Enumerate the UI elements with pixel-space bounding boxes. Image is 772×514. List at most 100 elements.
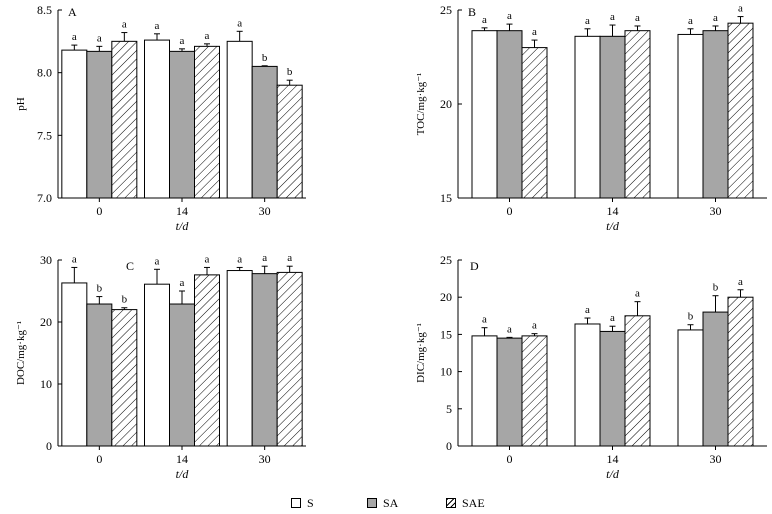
- significance-letter: a: [532, 320, 537, 332]
- x-axis-label: t/d: [176, 219, 190, 233]
- x-tick-label: 30: [259, 452, 271, 466]
- significance-letter: a: [507, 323, 512, 335]
- y-axis-label: DOC/mg·kg⁻¹: [15, 321, 27, 385]
- panel-letter: C: [126, 259, 134, 273]
- panel-letter: B: [468, 5, 476, 19]
- y-tick-label: 5: [446, 402, 452, 416]
- legend-item-s: S: [291, 494, 314, 512]
- bar-sa: [496, 30, 523, 199]
- bar-s: [226, 40, 253, 199]
- y-tick-label: 7.5: [37, 128, 52, 142]
- bar-s: [61, 49, 88, 199]
- significance-letter: a: [72, 253, 77, 265]
- bar-sa: [702, 311, 729, 447]
- bar-sa: [169, 50, 195, 199]
- legend-swatch-sae: [446, 498, 456, 508]
- significance-letter: a: [635, 288, 640, 300]
- legend-label-sae: SAE: [462, 495, 485, 510]
- x-tick-label: 0: [96, 452, 102, 466]
- bar-sae: [276, 84, 303, 199]
- panel-letter: D: [470, 259, 479, 273]
- legend: S SA SAE: [0, 494, 772, 512]
- x-tick-label: 14: [607, 452, 619, 466]
- y-tick-label: 0: [446, 439, 452, 453]
- significance-letter: b: [713, 282, 719, 294]
- bar-s: [677, 329, 704, 447]
- legend-item-sa: SA: [367, 494, 398, 512]
- significance-letter: b: [688, 311, 694, 323]
- bar-sa: [599, 35, 626, 199]
- significance-letter: a: [482, 14, 487, 26]
- bar-sae: [624, 30, 651, 199]
- legend-item-sae: SAE: [446, 494, 485, 512]
- significance-letter: a: [507, 10, 512, 22]
- significance-letter: a: [585, 304, 590, 316]
- x-axis-label-c: t/d: [176, 467, 190, 481]
- bar-s: [574, 35, 601, 199]
- significance-letter: a: [532, 26, 537, 38]
- bar-s: [144, 283, 170, 447]
- y-tick-label: 30: [40, 253, 52, 267]
- y-tick-label: 25: [440, 3, 452, 17]
- significance-letter: a: [610, 312, 615, 324]
- bar-sae: [521, 47, 548, 199]
- y-tick-label: 20: [440, 290, 452, 304]
- x-tick-label: 30: [259, 204, 271, 218]
- panel-c: 0 10 20 30 DOC/mg·kg⁻¹ C 0 a b b 14 a a a 30 a a a: [15, 252, 306, 466]
- x-tick-label: 30: [710, 452, 722, 466]
- bar-sae: [727, 22, 754, 199]
- bar-sa: [86, 50, 113, 199]
- bar-s: [144, 39, 170, 199]
- significance-letter: a: [610, 11, 615, 23]
- legend-label-s: S: [307, 495, 314, 510]
- bar-sa: [599, 330, 626, 447]
- significance-letter: a: [122, 19, 127, 31]
- panel-a: 7.0 7.5 8.0 8.5 pH A 0 a a a 14 a a a 30 a b b t/d: [15, 3, 306, 233]
- bar-sa: [702, 30, 729, 199]
- y-tick-label: 8.0: [37, 66, 52, 80]
- significance-letter: b: [97, 283, 103, 295]
- significance-letter: a: [180, 35, 185, 47]
- bar-s: [471, 335, 498, 447]
- bar-s: [574, 323, 601, 447]
- bar-sae: [111, 309, 138, 447]
- bar-s: [61, 282, 88, 447]
- bar-s: [677, 33, 704, 199]
- significance-letter: a: [738, 3, 743, 15]
- significance-letter: a: [155, 20, 160, 32]
- significance-letter: a: [287, 252, 292, 264]
- significance-letter: a: [237, 17, 242, 29]
- x-axis-label: t/d: [606, 219, 620, 233]
- legend-swatch-s: [291, 498, 301, 508]
- bar-sae: [624, 315, 651, 447]
- panel-d: 0 5 10 15 20 25 DIC/mg·kg⁻¹ D 0 a a a 14 a a a 30 b b a t/d: [415, 253, 767, 481]
- y-tick-label: 15: [440, 191, 452, 205]
- y-tick-label: 10: [440, 365, 452, 379]
- bar-sa: [496, 337, 523, 447]
- y-tick-label: 25: [440, 253, 452, 267]
- x-tick-label: 14: [607, 204, 619, 218]
- significance-letter: b: [122, 294, 128, 306]
- y-axis-label: pH: [15, 97, 27, 111]
- significance-letter: a: [72, 31, 77, 43]
- bar-sae: [194, 274, 220, 447]
- significance-letter: a: [237, 253, 242, 265]
- bar-sa: [86, 303, 113, 447]
- panel-b: 15 20 25 TOC/mg·kg⁻¹ B 0 a a a 14 a a a 30 a a a t/d: [415, 3, 767, 233]
- significance-letter: a: [262, 252, 267, 264]
- bar-s: [226, 270, 253, 447]
- bar-sae: [727, 296, 754, 447]
- significance-letter: a: [635, 12, 640, 24]
- bar-s: [471, 30, 498, 199]
- x-tick-label: 0: [96, 204, 102, 218]
- significance-letter: b: [287, 66, 293, 78]
- x-tick-label: 14: [176, 204, 188, 218]
- bar-sa: [251, 65, 278, 199]
- x-axis-label: t/d: [606, 467, 620, 481]
- bar-sae: [194, 45, 220, 199]
- significance-letter: a: [205, 253, 210, 265]
- y-tick-label: 0: [46, 439, 52, 453]
- y-tick-label: 15: [440, 327, 452, 341]
- y-tick-label: 20: [40, 315, 52, 329]
